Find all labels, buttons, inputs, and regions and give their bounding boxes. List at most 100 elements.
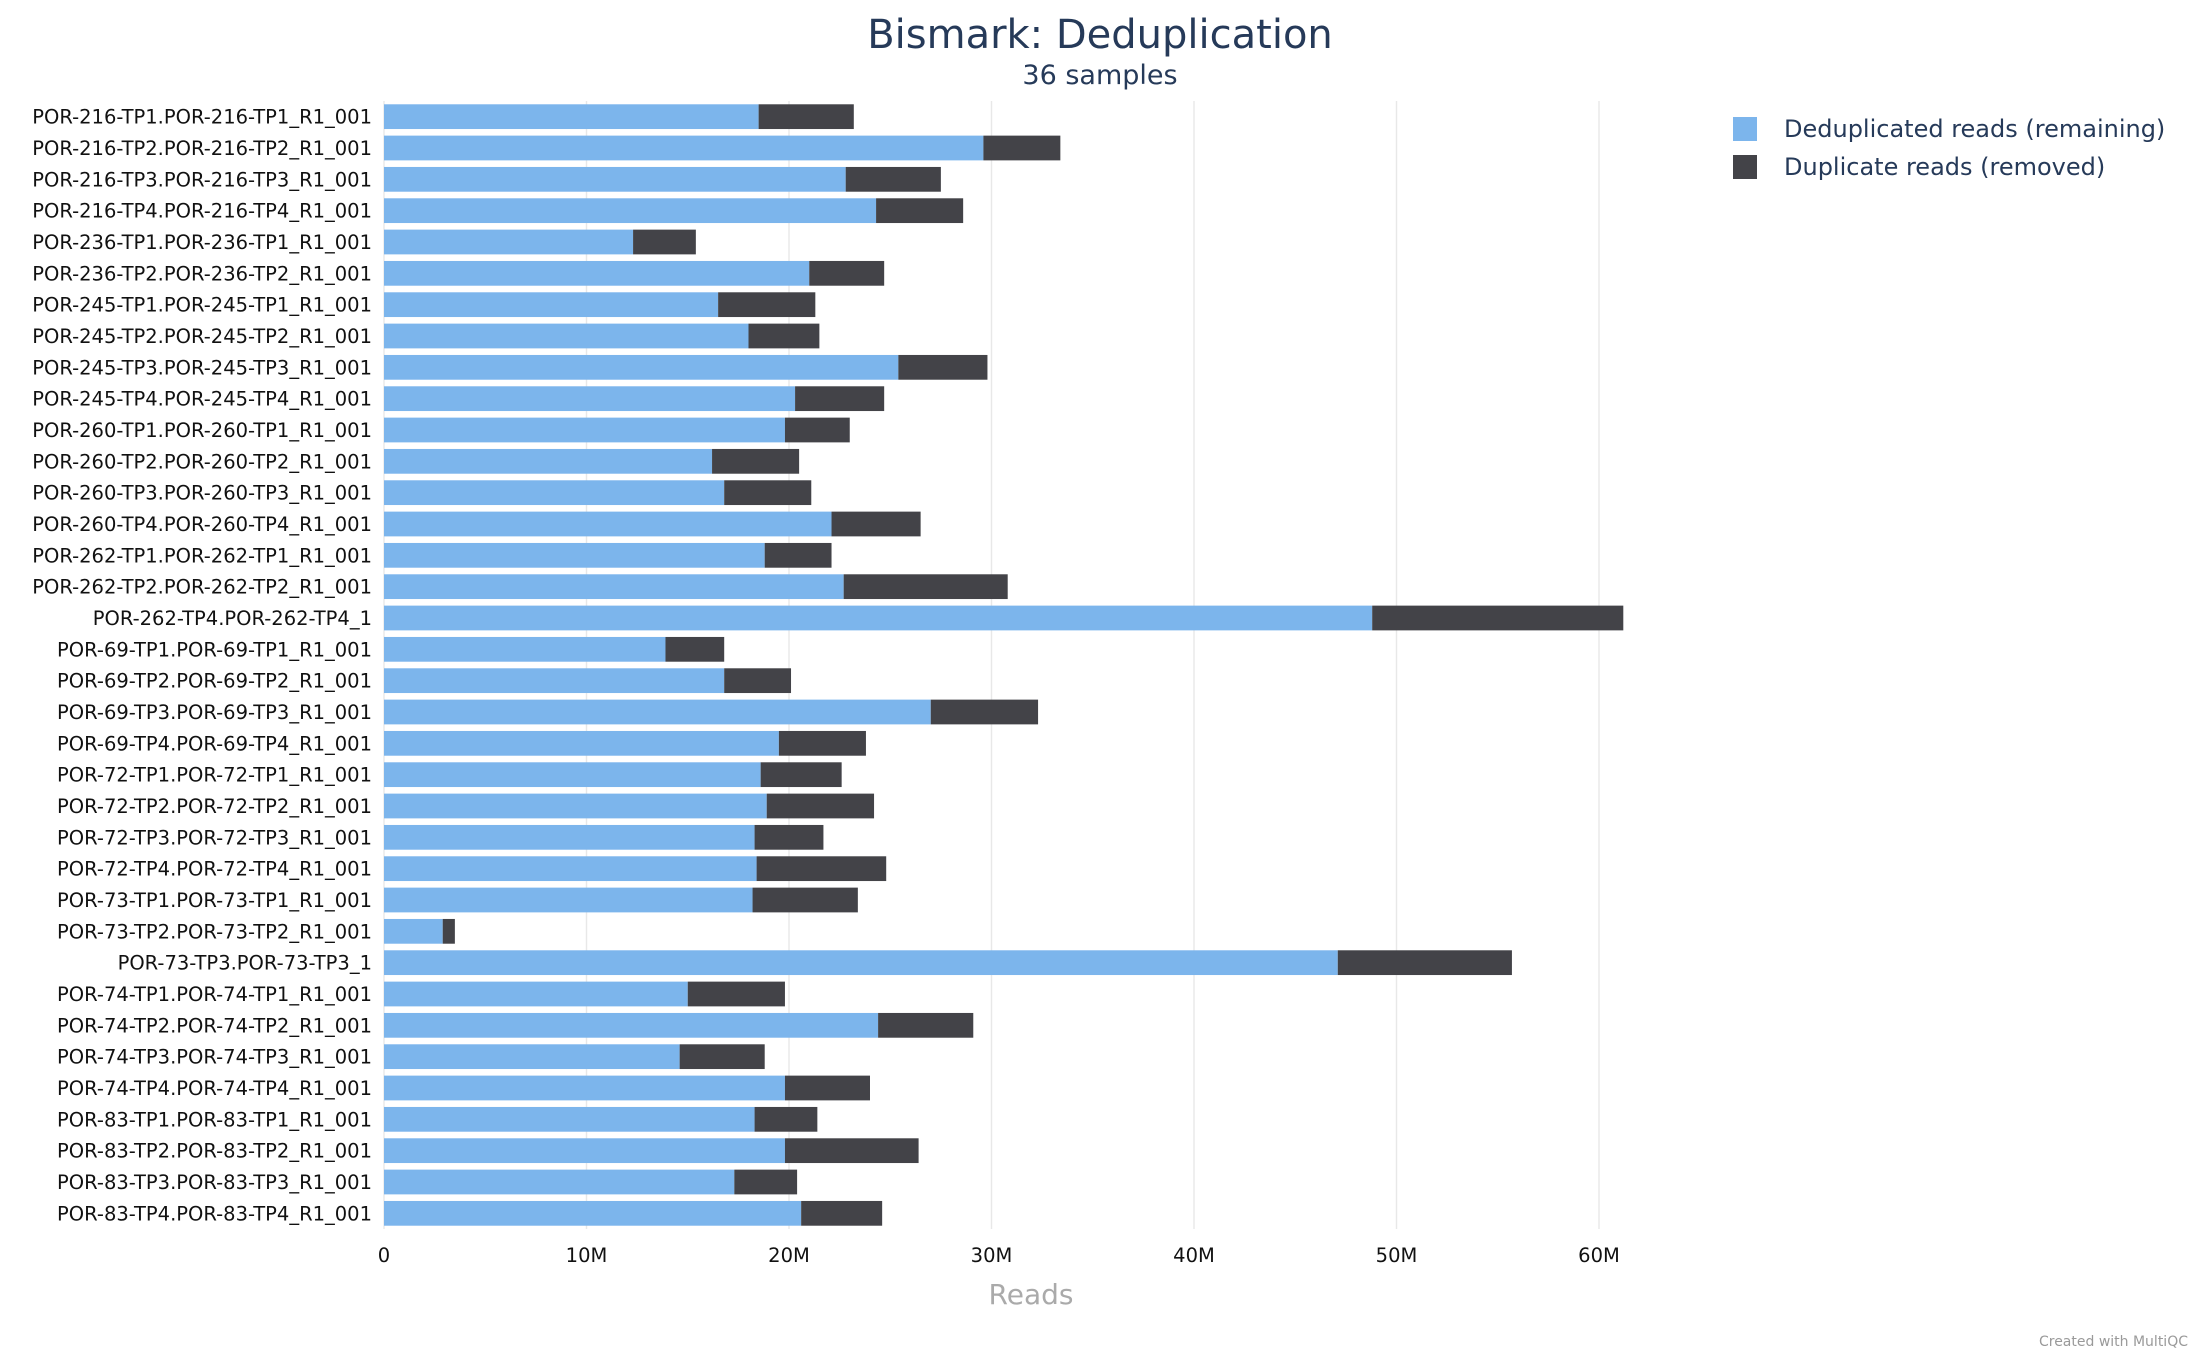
category-label: POR-260-TP2.POR-260-TP2_R1_001: [32, 450, 372, 473]
category-label: POR-245-TP4.POR-245-TP4_R1_001: [32, 388, 372, 411]
bar-deduplicated: [384, 104, 759, 130]
category-label: POR-262-TP2.POR-262-TP2_R1_001: [32, 576, 372, 599]
bar-duplicate: [795, 386, 885, 412]
category-label: POR-72-TP1.POR-72-TP1_R1_001: [57, 764, 372, 787]
x-tick-label: 30M: [971, 1244, 1013, 1267]
category-label: POR-72-TP4.POR-72-TP4_R1_001: [57, 858, 372, 881]
legend-item-label[interactable]: Deduplicated reads (remaining): [1784, 115, 2165, 143]
bar-duplicate: [845, 166, 941, 192]
bars: [384, 104, 1624, 1226]
bar-deduplicated: [384, 354, 899, 380]
bar-duplicate: [633, 229, 696, 255]
bar-duplicate: [778, 730, 866, 756]
category-label: POR-69-TP4.POR-69-TP4_R1_001: [57, 732, 372, 755]
bar-deduplicated: [384, 135, 984, 161]
bar-duplicate: [712, 448, 800, 474]
bar-duplicate: [665, 636, 725, 662]
credits-label: Created with MultiQC: [2039, 1334, 2188, 1350]
category-label: POR-83-TP2.POR-83-TP2_R1_001: [57, 1140, 372, 1163]
x-tick-label: 0: [378, 1244, 390, 1267]
bar-duplicate: [754, 1106, 818, 1132]
category-label: POR-74-TP4.POR-74-TP4_R1_001: [57, 1077, 372, 1100]
bar-deduplicated: [384, 1169, 735, 1195]
legend-item-label[interactable]: Duplicate reads (removed): [1784, 153, 2105, 181]
bar-duplicate: [734, 1169, 798, 1195]
bar-duplicate: [756, 856, 887, 882]
bar-deduplicated: [384, 699, 931, 725]
bar-deduplicated: [384, 417, 785, 443]
bar-duplicate: [1372, 605, 1624, 631]
category-label: POR-236-TP2.POR-236-TP2_R1_001: [32, 262, 372, 285]
bar-duplicate: [718, 292, 816, 318]
bar-duplicate: [1337, 950, 1512, 976]
bar-deduplicated: [384, 323, 749, 349]
bar-duplicate: [764, 542, 832, 568]
bar-deduplicated: [384, 166, 846, 192]
x-tick-label: 40M: [1173, 1244, 1215, 1267]
bar-duplicate: [784, 1138, 919, 1164]
bar-deduplicated: [384, 448, 713, 474]
category-label: POR-245-TP1.POR-245-TP1_R1_001: [32, 294, 372, 317]
category-label: POR-83-TP1.POR-83-TP1_R1_001: [57, 1108, 372, 1131]
x-axis-tick-labels: 0 10M 20M 30M 40M 50M 60M: [378, 1244, 1620, 1267]
category-label: POR-245-TP2.POR-245-TP2_R1_001: [32, 325, 372, 348]
bar-deduplicated: [384, 229, 634, 255]
category-label: POR-72-TP3.POR-72-TP3_R1_001: [57, 826, 372, 849]
category-label: POR-69-TP3.POR-69-TP3_R1_001: [57, 701, 372, 724]
bar-duplicate: [898, 354, 988, 380]
category-label: POR-69-TP2.POR-69-TP2_R1_001: [57, 670, 372, 693]
bar-deduplicated: [384, 292, 719, 318]
category-label: POR-73-TP2.POR-73-TP2_R1_001: [57, 920, 372, 943]
category-label: POR-260-TP4.POR-260-TP4_R1_001: [32, 513, 372, 536]
x-tick-label: 50M: [1376, 1244, 1418, 1267]
bar-duplicate: [784, 1075, 870, 1101]
category-label: POR-73-TP1.POR-73-TP1_R1_001: [57, 889, 372, 912]
bar-duplicate: [878, 1012, 974, 1038]
bar-deduplicated: [384, 793, 767, 819]
bar-duplicate: [760, 762, 842, 788]
bar-duplicate: [801, 1200, 883, 1226]
bar-deduplicated: [384, 762, 761, 788]
category-label: POR-74-TP1.POR-74-TP1_R1_001: [57, 983, 372, 1006]
legend: Deduplicated reads (remaining) Duplicate …: [1733, 115, 2165, 181]
bar-duplicate: [442, 918, 455, 944]
bar-duplicate: [983, 135, 1061, 161]
category-label: POR-74-TP3.POR-74-TP3_R1_001: [57, 1046, 372, 1069]
bar-duplicate: [766, 793, 875, 819]
bar-deduplicated: [384, 386, 796, 412]
bar-deduplicated: [384, 1200, 802, 1226]
bar-deduplicated: [384, 1138, 785, 1164]
bar-deduplicated: [384, 856, 757, 882]
bar-deduplicated: [384, 542, 765, 568]
bar-duplicate: [748, 323, 820, 349]
bar-duplicate: [831, 511, 921, 537]
bar-duplicate: [843, 574, 1008, 600]
category-label: POR-83-TP4.POR-83-TP4_R1_001: [57, 1202, 372, 1225]
bar-deduplicated: [384, 198, 877, 224]
bar-deduplicated: [384, 824, 755, 850]
bar-duplicate: [876, 198, 964, 224]
bar-duplicate: [724, 480, 812, 506]
x-tick-label: 20M: [768, 1244, 810, 1267]
bar-duplicate: [758, 104, 854, 130]
category-label: POR-73-TP3.POR-73-TP3_1: [118, 952, 372, 975]
category-label: POR-262-TP4.POR-262-TP4_1: [93, 607, 372, 630]
category-label: POR-216-TP4.POR-216-TP4_R1_001: [32, 200, 372, 223]
x-axis-title: Reads: [989, 1278, 1074, 1311]
bar-duplicate: [809, 260, 885, 286]
bar-deduplicated: [384, 1044, 680, 1070]
category-label: POR-216-TP1.POR-216-TP1_R1_001: [32, 106, 372, 129]
bar-deduplicated: [384, 1106, 755, 1132]
bar-deduplicated: [384, 887, 753, 913]
bar-deduplicated: [384, 260, 810, 286]
category-label: POR-83-TP3.POR-83-TP3_R1_001: [57, 1171, 372, 1194]
category-label: POR-245-TP3.POR-245-TP3_R1_001: [32, 356, 372, 379]
legend-swatch[interactable]: [1733, 155, 1757, 179]
bar-deduplicated: [384, 950, 1338, 976]
bar-duplicate: [724, 668, 792, 694]
legend-swatch[interactable]: [1733, 117, 1757, 141]
chart-title: Bismark: Deduplication: [867, 12, 1333, 58]
category-label: POR-69-TP1.POR-69-TP1_R1_001: [57, 638, 372, 661]
bar-duplicate: [679, 1044, 765, 1070]
category-label: POR-260-TP3.POR-260-TP3_R1_001: [32, 482, 372, 505]
